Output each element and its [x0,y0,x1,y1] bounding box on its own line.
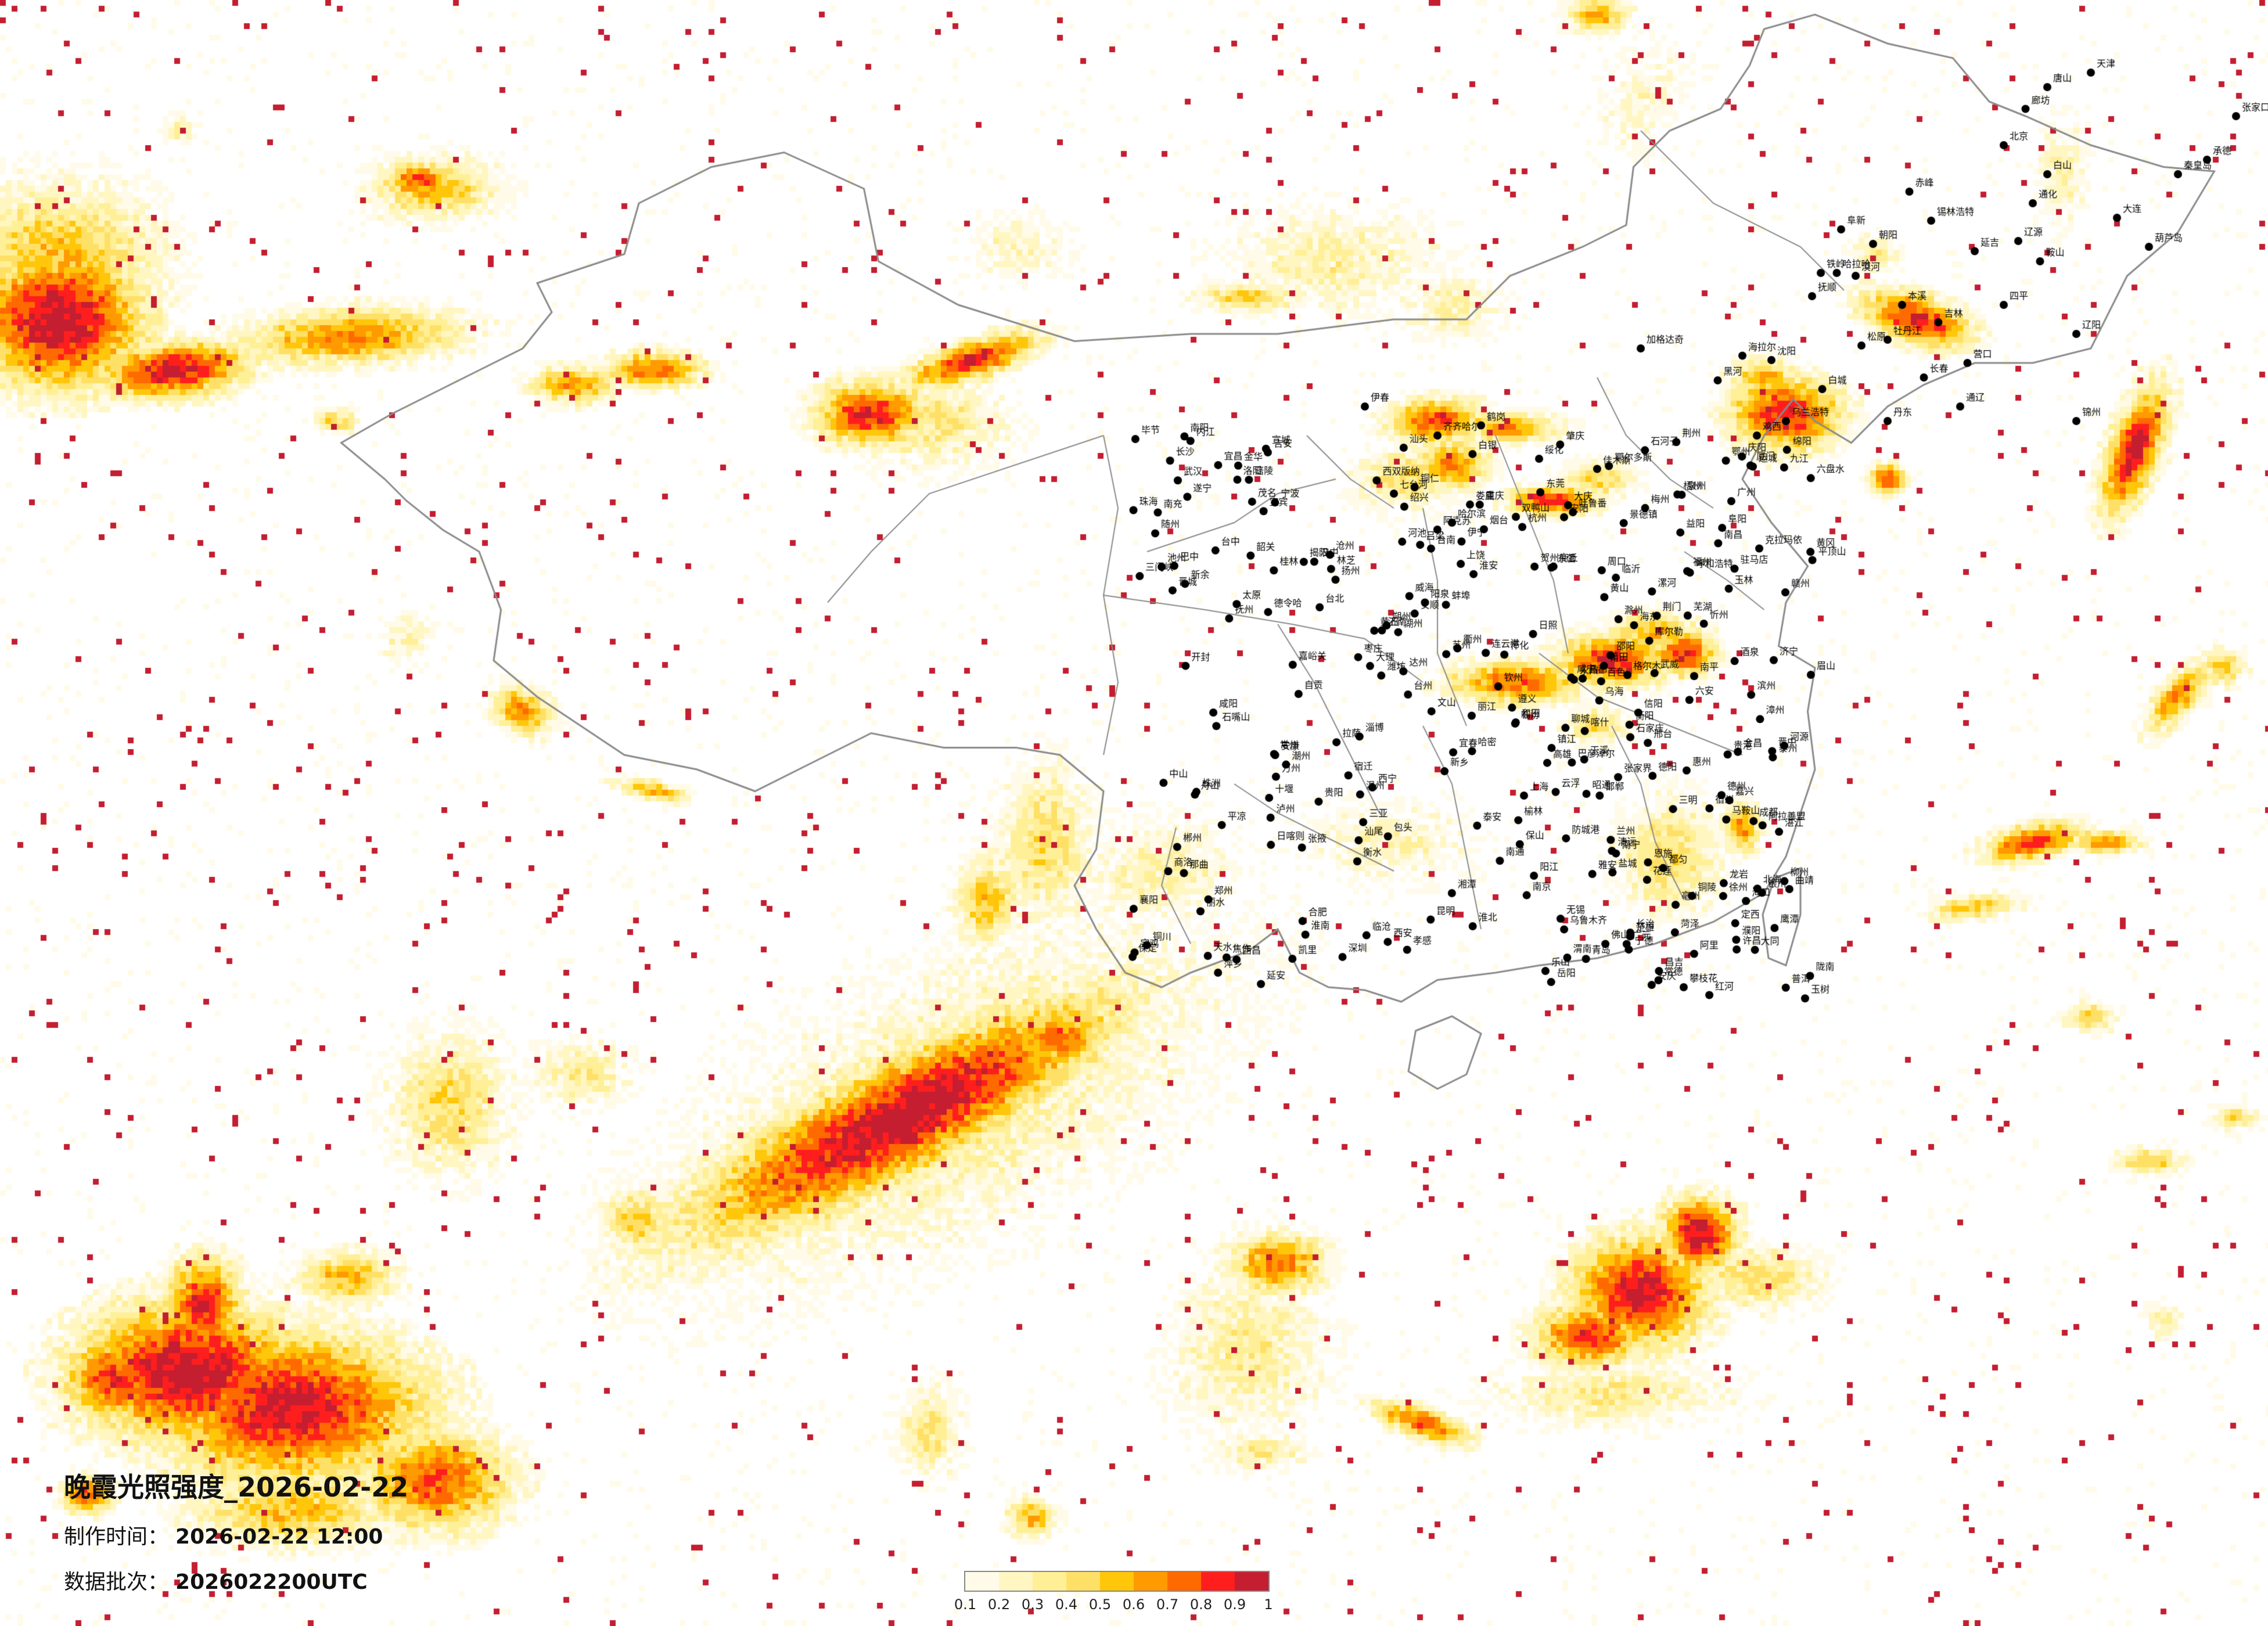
map-title: 晚霞光照强度_2026-02-22 [64,1472,409,1503]
produced-line: 制作时间： 2026-02-22 12:00 [64,1520,408,1550]
legend-tick: 0.8 [1189,1596,1213,1613]
legend-ticks: 0.1 0.2 0.3 0.4 0.5 0.6 0.7 0.8 0.9 1 [954,1592,1273,1615]
legend-bar [964,1571,1270,1592]
legend-swatch-4 [1066,1572,1100,1591]
legend-tick: 0.5 [1088,1596,1112,1613]
batch-value: 2026022200UTC [175,1570,368,1594]
legend-tick: 0.1 [954,1596,977,1613]
legend-tick: 0.9 [1223,1596,1246,1613]
batch-line: 数据批次： 2026022200UTC [64,1565,408,1595]
legend-swatch-1 [965,1572,999,1591]
produced-value: 2026-02-22 12:00 [175,1525,383,1549]
legend-tick: 0.4 [1055,1596,1078,1613]
legend-tick: 1 [1264,1596,1273,1613]
legend-tick: 0.2 [987,1596,1011,1613]
legend-swatch-3 [1033,1572,1066,1591]
legend-tick: 0.7 [1156,1596,1179,1613]
legend-swatch-6 [1134,1572,1167,1591]
batch-label: 数据批次： [64,1570,169,1594]
legend-swatch-7 [1167,1572,1201,1591]
produced-label: 制作时间： [64,1525,169,1549]
legend-swatch-5 [1100,1572,1134,1591]
title-block: 晚霞光照强度_2026-02-22 制作时间： 2026-02-22 12:00 … [64,1466,408,1595]
legend-tick: 0.3 [1021,1596,1044,1613]
color-legend: 0.1 0.2 0.3 0.4 0.5 0.6 0.7 0.8 0.9 1 [954,1571,1273,1615]
legend-swatch-8 [1201,1572,1235,1591]
legend-swatch-9 [1235,1572,1268,1591]
legend-tick: 0.6 [1122,1596,1145,1613]
legend-swatch-2 [999,1572,1033,1591]
